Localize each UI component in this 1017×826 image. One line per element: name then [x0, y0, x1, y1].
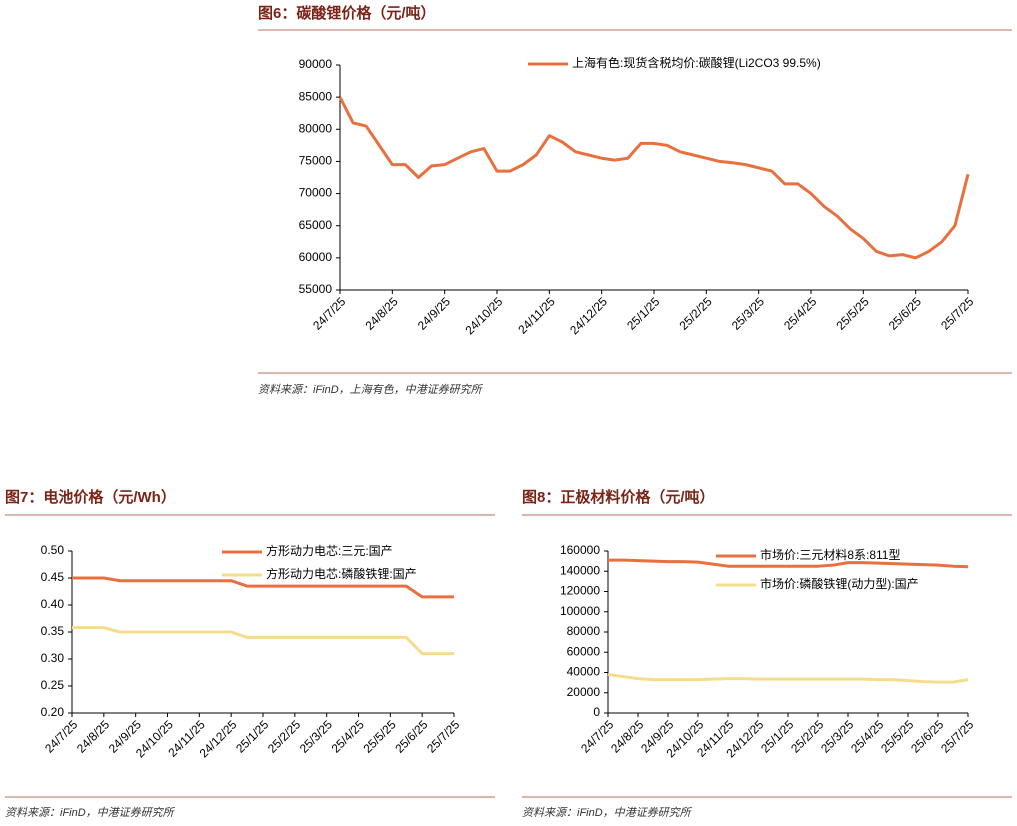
y-tick-label: 0.25	[41, 678, 65, 692]
source-note: 资料来源：iFinD，中港证券研究所	[5, 806, 176, 819]
y-tick-label: 160000	[560, 543, 600, 557]
x-tick-label: 24/8/25	[608, 717, 646, 755]
x-tick-label: 24/8/25	[74, 717, 112, 755]
legend-label: 方形动力电芯:磷酸铁锂:国产	[266, 566, 417, 581]
x-tick-label: 24/11/25	[515, 294, 558, 337]
y-tick-label: 120000	[560, 584, 600, 598]
legend-label: 上海有色:现货含税均价:碳酸锂(Li2CO3 99.5%)	[572, 55, 821, 70]
x-tick-label: 25/2/25	[265, 717, 303, 755]
y-tick-label: 0.30	[41, 651, 65, 665]
x-tick-label: 25/7/25	[424, 717, 462, 755]
data-line	[338, 96, 970, 260]
y-tick-label: 0.50	[41, 543, 65, 557]
x-tick-label: 25/7/25	[938, 294, 976, 332]
x-tick-label: 25/5/25	[833, 294, 871, 332]
y-tick-label: 100000	[560, 604, 600, 618]
x-tick-label: 24/12/25	[567, 294, 610, 337]
y-tick-label: 140000	[560, 563, 600, 577]
x-tick-label: 25/2/25	[788, 717, 826, 755]
y-tick-label: 70000	[299, 186, 333, 200]
x-tick-label: 24/7/25	[310, 294, 348, 332]
y-tick-label: 0.35	[41, 624, 65, 638]
x-tick-label: 25/2/25	[676, 294, 714, 332]
y-tick-label: 65000	[299, 218, 333, 232]
y-tick-label: 0.40	[41, 597, 65, 611]
legend-label: 方形动力电芯:三元:国产	[266, 543, 393, 558]
x-tick-label: 25/3/25	[818, 717, 856, 755]
x-tick-label: 25/4/25	[329, 717, 367, 755]
source-note: 资料来源：iFinD，上海有色，中港证券研究所	[258, 383, 484, 396]
x-tick-label: 25/1/25	[233, 717, 271, 755]
figure-title: 图7：电池价格（元/Wh）	[5, 488, 176, 506]
x-tick-label: 25/1/25	[758, 717, 796, 755]
y-tick-label: 0.45	[41, 570, 65, 584]
figure-title: 图6：碳酸锂价格（元/吨）	[258, 4, 436, 22]
x-tick-label: 24/7/25	[42, 717, 80, 755]
y-tick-label: 90000	[299, 57, 333, 71]
x-tick-label: 25/4/25	[781, 294, 819, 332]
data-line	[608, 558, 969, 569]
x-tick-label: 25/5/25	[878, 717, 916, 755]
x-tick-label: 24/10/25	[462, 294, 505, 337]
data-line	[607, 673, 969, 684]
y-tick-label: 55000	[299, 282, 333, 296]
legend-label: 市场价:三元材料8系:811型	[760, 547, 900, 562]
x-tick-label: 24/7/25	[578, 717, 616, 755]
chart: 图8：正极材料价格（元/吨） 资料来源：iFinD，中港证券研究所 0 20000 40…	[522, 488, 1012, 819]
x-tick-label: 24/8/25	[362, 294, 400, 332]
y-tick-label: 85000	[299, 89, 333, 103]
x-tick-label: 25/5/25	[360, 717, 398, 755]
x-tick-label: 24/9/25	[415, 294, 453, 332]
x-tick-label: 25/1/25	[624, 294, 662, 332]
y-tick-label: 80000	[299, 121, 333, 135]
y-tick-label: 0.20	[41, 705, 65, 719]
y-tick-label: 60000	[567, 644, 601, 658]
x-tick-label: 25/3/25	[729, 294, 767, 332]
x-tick-label: 25/6/25	[886, 294, 924, 332]
y-tick-label: 80000	[567, 624, 601, 638]
x-tick-label: 25/3/25	[297, 717, 335, 755]
legend-label: 市场价:磷酸铁锂(动力型):国产	[760, 576, 919, 591]
y-tick-label: 40000	[567, 665, 601, 679]
x-tick-label: 25/6/25	[392, 717, 430, 755]
data-line	[72, 576, 454, 599]
chart: 图7：电池价格（元/Wh） 资料来源：iFinD，中港证券研究所 0.20 0.25 0…	[5, 488, 495, 819]
figure-title: 图8：正极材料价格（元/吨）	[522, 488, 715, 506]
chart: 图6：碳酸锂价格（元/吨） 资料来源：iFinD，上海有色，中港证券研究所 5500…	[258, 4, 1012, 396]
x-tick-label: 25/4/25	[848, 717, 886, 755]
y-tick-label: 75000	[299, 154, 333, 168]
y-tick-label: 0	[593, 705, 600, 719]
x-tick-label: 25/7/25	[938, 717, 976, 755]
y-tick-label: 60000	[299, 250, 333, 264]
data-line	[72, 626, 454, 656]
source-note: 资料来源：iFinD，中港证券研究所	[522, 806, 693, 819]
x-tick-label: 25/6/25	[908, 717, 946, 755]
y-tick-label: 20000	[567, 685, 601, 699]
